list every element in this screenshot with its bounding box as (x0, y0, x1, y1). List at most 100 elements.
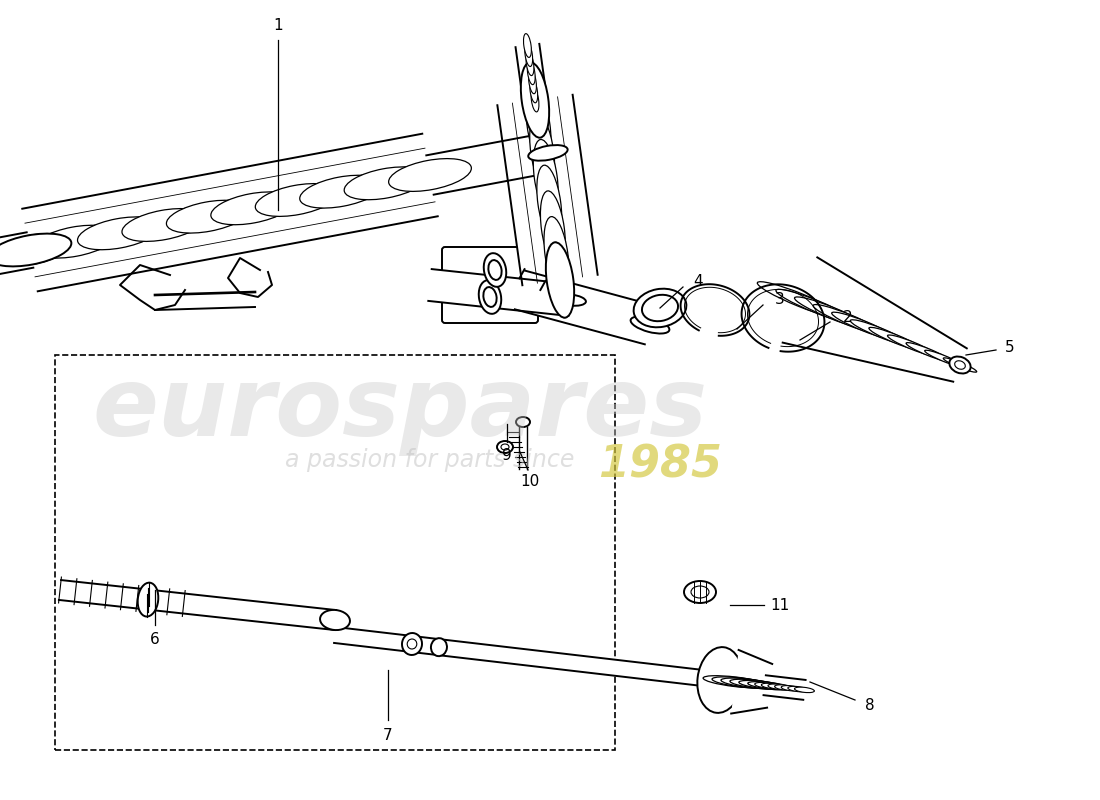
Ellipse shape (776, 290, 856, 324)
Polygon shape (497, 94, 597, 286)
Ellipse shape (516, 417, 530, 427)
Text: 2: 2 (844, 310, 852, 325)
Ellipse shape (691, 586, 710, 598)
Text: 9: 9 (502, 447, 512, 462)
Ellipse shape (850, 320, 910, 346)
Ellipse shape (0, 234, 72, 266)
Ellipse shape (832, 312, 896, 340)
Polygon shape (732, 650, 772, 714)
Ellipse shape (166, 200, 249, 233)
Ellipse shape (534, 139, 558, 215)
Text: eurospares: eurospares (92, 363, 707, 457)
Ellipse shape (642, 294, 678, 322)
Polygon shape (22, 134, 438, 291)
Bar (55, 355, 615, 750)
Ellipse shape (748, 682, 792, 690)
Ellipse shape (794, 297, 869, 329)
Ellipse shape (869, 327, 923, 350)
Ellipse shape (712, 677, 772, 688)
Ellipse shape (407, 639, 417, 649)
Ellipse shape (497, 441, 513, 453)
Ellipse shape (761, 683, 781, 689)
Ellipse shape (684, 581, 716, 603)
Ellipse shape (344, 167, 427, 200)
Text: 8: 8 (866, 698, 874, 713)
Ellipse shape (484, 253, 506, 287)
Ellipse shape (530, 79, 538, 103)
Ellipse shape (528, 145, 568, 161)
Ellipse shape (528, 70, 537, 94)
Text: 1: 1 (273, 18, 283, 33)
Ellipse shape (122, 209, 205, 242)
Ellipse shape (949, 357, 970, 374)
Ellipse shape (500, 444, 509, 450)
FancyBboxPatch shape (442, 247, 538, 323)
Ellipse shape (537, 165, 562, 241)
Ellipse shape (888, 335, 936, 356)
Ellipse shape (33, 226, 116, 258)
Ellipse shape (0, 234, 72, 266)
Ellipse shape (525, 42, 532, 66)
Ellipse shape (546, 242, 574, 318)
Ellipse shape (483, 287, 496, 307)
Ellipse shape (730, 679, 782, 689)
Text: 5: 5 (1005, 341, 1015, 355)
Ellipse shape (526, 52, 534, 75)
Polygon shape (428, 269, 572, 316)
Polygon shape (0, 232, 33, 280)
Polygon shape (515, 270, 656, 344)
Ellipse shape (720, 678, 777, 689)
Text: 11: 11 (770, 598, 790, 613)
Text: 4: 4 (693, 274, 703, 290)
Polygon shape (334, 627, 720, 688)
Polygon shape (59, 580, 337, 630)
Text: 7: 7 (383, 727, 393, 742)
Ellipse shape (431, 638, 447, 656)
Text: 1985: 1985 (598, 443, 722, 486)
Ellipse shape (906, 342, 950, 362)
Ellipse shape (526, 88, 551, 163)
Ellipse shape (531, 88, 539, 112)
Ellipse shape (522, 62, 548, 138)
Ellipse shape (781, 686, 801, 691)
Polygon shape (783, 258, 967, 382)
Ellipse shape (739, 681, 786, 690)
Ellipse shape (388, 158, 472, 191)
Ellipse shape (138, 582, 158, 617)
Polygon shape (519, 269, 546, 290)
Ellipse shape (527, 61, 535, 85)
Text: 3: 3 (776, 293, 785, 307)
Ellipse shape (697, 647, 742, 713)
Ellipse shape (757, 282, 843, 318)
Ellipse shape (768, 684, 788, 690)
Ellipse shape (540, 191, 565, 266)
Ellipse shape (554, 294, 586, 306)
Text: 10: 10 (520, 474, 540, 490)
Ellipse shape (478, 280, 502, 314)
Ellipse shape (703, 676, 767, 688)
Ellipse shape (788, 686, 807, 692)
Ellipse shape (774, 685, 794, 690)
Ellipse shape (794, 687, 814, 693)
Ellipse shape (955, 361, 966, 370)
Ellipse shape (77, 217, 161, 250)
Ellipse shape (255, 184, 338, 216)
Ellipse shape (320, 610, 350, 630)
Text: 6: 6 (150, 633, 160, 647)
Ellipse shape (634, 289, 686, 327)
Ellipse shape (520, 62, 549, 138)
Ellipse shape (813, 305, 883, 334)
Ellipse shape (548, 242, 572, 318)
Ellipse shape (530, 114, 554, 189)
Ellipse shape (211, 192, 294, 225)
Ellipse shape (402, 633, 422, 655)
Ellipse shape (944, 358, 977, 372)
Ellipse shape (755, 682, 774, 688)
Ellipse shape (524, 34, 531, 58)
Ellipse shape (488, 260, 502, 280)
Ellipse shape (630, 317, 670, 334)
Ellipse shape (544, 217, 569, 292)
Ellipse shape (299, 175, 383, 208)
Text: a passion for parts since: a passion for parts since (285, 448, 574, 472)
Ellipse shape (925, 350, 964, 366)
